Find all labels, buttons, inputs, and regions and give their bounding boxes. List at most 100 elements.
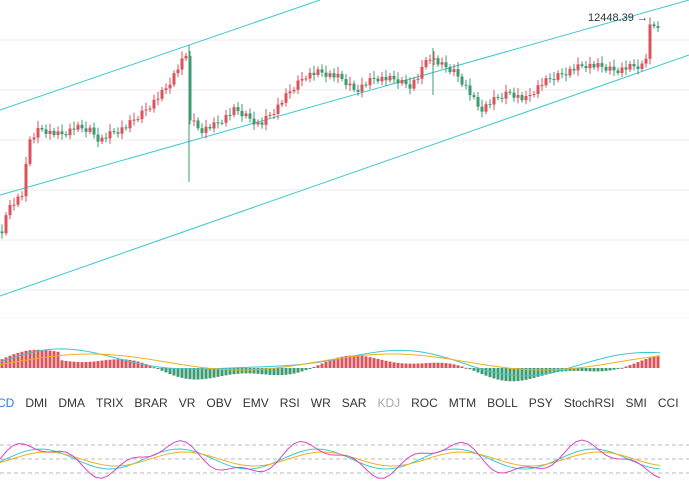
candle-body: [104, 137, 108, 139]
candle-body: [160, 90, 164, 99]
tab-emv[interactable]: EMV: [242, 396, 269, 410]
tab-dmi[interactable]: DMI: [25, 396, 48, 410]
tab-mtm[interactable]: MTM: [448, 396, 477, 410]
macd-bar: [480, 368, 484, 375]
tab-brar[interactable]: BRAR: [134, 396, 168, 410]
macd-bar: [332, 358, 336, 368]
tab-stochrsi[interactable]: StochRSI: [563, 396, 615, 410]
tab-boll[interactable]: BOLL: [487, 396, 518, 410]
macd-bar: [20, 351, 24, 368]
candle-body: [644, 58, 648, 64]
candle-body: [72, 128, 76, 130]
tab-rsi[interactable]: RSI: [279, 396, 300, 410]
candle-body: [56, 131, 60, 135]
candle-body: [484, 104, 488, 112]
tab-roc[interactable]: ROC: [411, 396, 438, 410]
candles: [0, 17, 660, 239]
tab-vr[interactable]: VR: [178, 396, 196, 410]
candle-body: [540, 85, 544, 87]
candle-body: [52, 130, 56, 135]
macd-bar: [272, 368, 276, 376]
tab-sar[interactable]: SAR: [341, 396, 367, 410]
macd-bar: [140, 362, 144, 368]
trend-channel[interactable]: [0, 0, 689, 297]
candle-body: [296, 80, 300, 90]
candle-body: [472, 95, 476, 97]
tab-psy[interactable]: PSY: [528, 396, 553, 410]
macd-bar: [44, 350, 48, 368]
macd-bar: [360, 355, 364, 368]
candle-body: [292, 89, 296, 92]
macd-bar: [64, 360, 68, 368]
candle-body: [656, 26, 660, 28]
tab-cd[interactable]: CD: [0, 396, 15, 410]
macd-bar: [536, 368, 540, 377]
candle-body: [508, 91, 512, 93]
candle-body: [224, 114, 228, 123]
macd-bar: [460, 366, 464, 368]
candle-body: [124, 127, 128, 129]
tab-wr[interactable]: WR: [310, 396, 331, 410]
macd-bar: [12, 354, 16, 368]
candle-body: [548, 78, 552, 80]
candle-body: [624, 67, 628, 70]
macd-bar: [236, 368, 240, 374]
macd-bar: [532, 368, 536, 378]
candle-body: [496, 97, 500, 99]
candle-body: [136, 119, 140, 121]
candle-body: [604, 66, 608, 71]
candle-body: [132, 119, 136, 121]
tab-kdj[interactable]: KDJ: [377, 396, 401, 410]
candle-body: [64, 134, 68, 136]
tab-trix[interactable]: TRIX: [96, 396, 124, 410]
candle-body: [0, 231, 4, 234]
candle-body: [228, 114, 232, 116]
tab-dma[interactable]: DMA: [58, 396, 86, 410]
candle-body: [428, 59, 432, 61]
macd-bar: [444, 363, 448, 368]
candle-body: [48, 130, 52, 134]
tab-obv[interactable]: OBV: [206, 396, 232, 410]
candle-body: [552, 79, 556, 81]
candle-body: [96, 134, 100, 142]
candlestick-chart[interactable]: 12448.39 →: [0, 0, 689, 318]
candle-body: [328, 73, 332, 77]
candle-body: [212, 122, 216, 129]
macd-bar: [612, 368, 616, 370]
candle-body: [432, 58, 436, 60]
candle-body: [404, 79, 408, 85]
candle-body: [312, 72, 316, 75]
tab-smi[interactable]: SMI: [625, 396, 647, 410]
macd-bar: [364, 356, 368, 368]
candle-body: [520, 95, 524, 101]
candle-body: [200, 128, 204, 133]
macd-bar: [48, 350, 52, 368]
macd-bar: [632, 363, 636, 368]
macd-dif-line: [0, 348, 661, 377]
macd-bar: [656, 355, 660, 368]
macd-bar: [352, 355, 356, 368]
macd-bar: [252, 368, 256, 374]
candle-body: [8, 205, 12, 216]
candle-body: [424, 60, 428, 67]
candle-body: [620, 67, 624, 73]
macd-bar: [404, 363, 408, 368]
macd-bar: [100, 360, 104, 368]
candle-body: [308, 72, 312, 79]
candle-body: [576, 64, 580, 71]
macd-bar: [356, 355, 360, 368]
tab-cci[interactable]: CCI: [657, 396, 679, 410]
candle-body: [148, 108, 152, 110]
macd-bar: [320, 363, 324, 368]
candle-body: [12, 204, 16, 206]
candle-body: [268, 115, 272, 116]
macd-bar: [400, 363, 404, 368]
candle-body: [176, 69, 180, 74]
candle-body: [108, 131, 112, 139]
candle-body: [324, 72, 328, 77]
macd-bar: [524, 368, 528, 380]
candle-body: [172, 73, 176, 85]
candle-body: [280, 102, 284, 105]
candle-body: [636, 66, 640, 69]
macd-bar: [108, 359, 112, 368]
